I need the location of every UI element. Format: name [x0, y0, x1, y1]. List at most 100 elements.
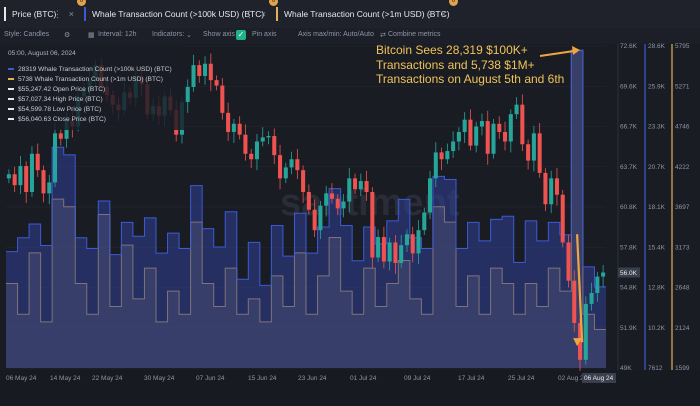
x-axis-tick: 22 May 24: [92, 375, 123, 382]
candle-body: [399, 245, 404, 263]
combine-icon[interactable]: ⇄: [380, 32, 386, 39]
candle-body: [520, 104, 525, 145]
whale-1m-axis-tick: 3697: [675, 204, 690, 211]
price-axis-tick: 72.6K: [620, 43, 638, 50]
candle-body: [393, 242, 398, 263]
candle-body: [381, 237, 386, 262]
candle-body: [503, 131, 508, 142]
candle-body: [18, 166, 23, 186]
x-axis-tick: 06 May 24: [6, 375, 37, 382]
whale-100k-axis-tick: 10.2K: [648, 325, 666, 332]
candle-body: [191, 65, 196, 87]
x-axis-tick: 07 Jun 24: [196, 375, 225, 382]
legend-text: 5738 Whale Transaction Count (>1m USD) (…: [18, 76, 163, 83]
chart-toolbar: Style: Candles ⚙ ▦ Interval: 12h Indicat…: [0, 28, 700, 44]
price-axis-tick: 69.6K: [620, 83, 638, 90]
legend-text: $54,599.78 Low Price (BTC): [18, 106, 102, 113]
candle-body: [572, 280, 577, 323]
legend-swatch: [8, 98, 14, 101]
close-icon[interactable]: ×: [260, 9, 266, 19]
more-icon[interactable]: ⋮: [53, 9, 62, 19]
whale-100k-axis-tick: 18.1K: [648, 204, 666, 211]
candle-body: [254, 141, 259, 160]
candle-body: [410, 234, 415, 254]
more-icon[interactable]: ⋮: [425, 9, 434, 19]
candle-body: [295, 159, 300, 171]
tab-price[interactable]: Price (BTC) ⋮ × 0: [4, 0, 86, 24]
candle-body: [514, 104, 519, 115]
settings-icon[interactable]: ⚙: [64, 32, 71, 39]
combine-metrics-button[interactable]: Combine metrics: [388, 31, 441, 38]
tab-price-label: Price (BTC): [12, 9, 57, 19]
whale-1m-axis-tick: 5795: [675, 43, 690, 50]
x-axis-tick: 15 Jun 24: [248, 375, 277, 382]
whale-1m-axis-tick: 4746: [675, 124, 690, 131]
candle-body: [439, 152, 444, 160]
candle-body: [29, 153, 34, 192]
chevron-down-icon[interactable]: ⌄: [186, 32, 192, 39]
more-icon[interactable]: ⋮: [245, 9, 254, 19]
price-axis-tick: 60.8K: [620, 204, 638, 211]
tab-whale-1m-swatch: [276, 7, 278, 21]
tab-price-badge: 0: [77, 0, 86, 6]
candle-body: [266, 136, 271, 138]
candle-body: [237, 123, 242, 135]
whale-100k-axis-tick: 12.8K: [648, 285, 666, 292]
price-axis-tick: 57.8K: [620, 244, 638, 251]
x-axis-highlight: [582, 373, 616, 383]
candle-body: [387, 242, 392, 262]
close-icon[interactable]: ×: [440, 9, 446, 19]
calendar-icon[interactable]: ▦: [88, 32, 95, 39]
candle-body: [451, 141, 456, 152]
candle-body: [468, 119, 473, 146]
tab-whale-100k[interactable]: Whale Transaction Count (>100k USD) (BTC…: [84, 0, 278, 24]
candle-body: [260, 137, 265, 142]
candle-body: [335, 198, 340, 209]
whale-100k-axis-tick: 23.3K: [648, 124, 666, 131]
legend-item: $57,027.34 High Price (BTC): [8, 96, 103, 104]
indicators-selector[interactable]: Indicators:: [152, 31, 185, 38]
whale-100k-series-fill: [6, 50, 606, 369]
candle-body: [479, 121, 484, 127]
pin-axis-label: Pin axis: [252, 31, 277, 38]
candle-body: [243, 134, 248, 154]
x-axis-tick: 17 Jul 24: [458, 375, 485, 382]
candle-body: [318, 205, 323, 231]
candle-body: [35, 153, 40, 171]
legend-swatch: [8, 108, 14, 111]
legend-date: 05:00, August 06, 2024: [8, 50, 76, 57]
style-selector[interactable]: Style: Candles: [4, 31, 50, 38]
candle-body: [353, 178, 358, 190]
candle-body: [589, 292, 594, 304]
candle-body: [220, 85, 225, 113]
candle-body: [422, 212, 427, 231]
candle-body: [324, 193, 329, 206]
candle-body: [543, 172, 548, 205]
whale-100k-axis-tick: 25.9K: [648, 83, 666, 90]
whale-1m-axis-tick: 2124: [675, 325, 690, 332]
legend-item: $55,247.42 Open Price (BTC): [8, 86, 105, 94]
candle-body: [231, 123, 236, 132]
candle-body: [301, 170, 306, 192]
candle-body: [24, 166, 29, 192]
axis-mode-selector[interactable]: Axis max/min: Auto/Auto: [298, 31, 374, 38]
whale-1m-axis-tick: 3173: [675, 244, 690, 251]
candle-body: [485, 121, 490, 154]
x-axis-tick: 30 May 24: [144, 375, 175, 382]
close-icon[interactable]: ×: [68, 9, 74, 19]
candle-body: [306, 191, 311, 210]
candle-body: [53, 133, 58, 183]
whale-100k-series-line: [6, 49, 606, 288]
candle-body: [185, 86, 190, 102]
legend-text: 28319 Whale Transaction Count (>100k USD…: [18, 66, 172, 73]
candle-body: [12, 174, 17, 186]
tab-whale-100k-badge: 0: [269, 0, 278, 6]
candle-body: [497, 123, 502, 132]
interval-selector[interactable]: Interval: 12h: [98, 31, 137, 38]
tab-whale-1m[interactable]: Whale Transaction Count (>1m USD) (BTC) …: [276, 0, 458, 24]
show-axis-checkbox[interactable]: ✓: [236, 30, 246, 40]
whale-100k-axis-tick: 20.7K: [648, 164, 666, 171]
chart-legend: 05:00, August 06, 2024 28319 Whale Trans…: [4, 46, 184, 130]
candle-body: [208, 63, 213, 81]
